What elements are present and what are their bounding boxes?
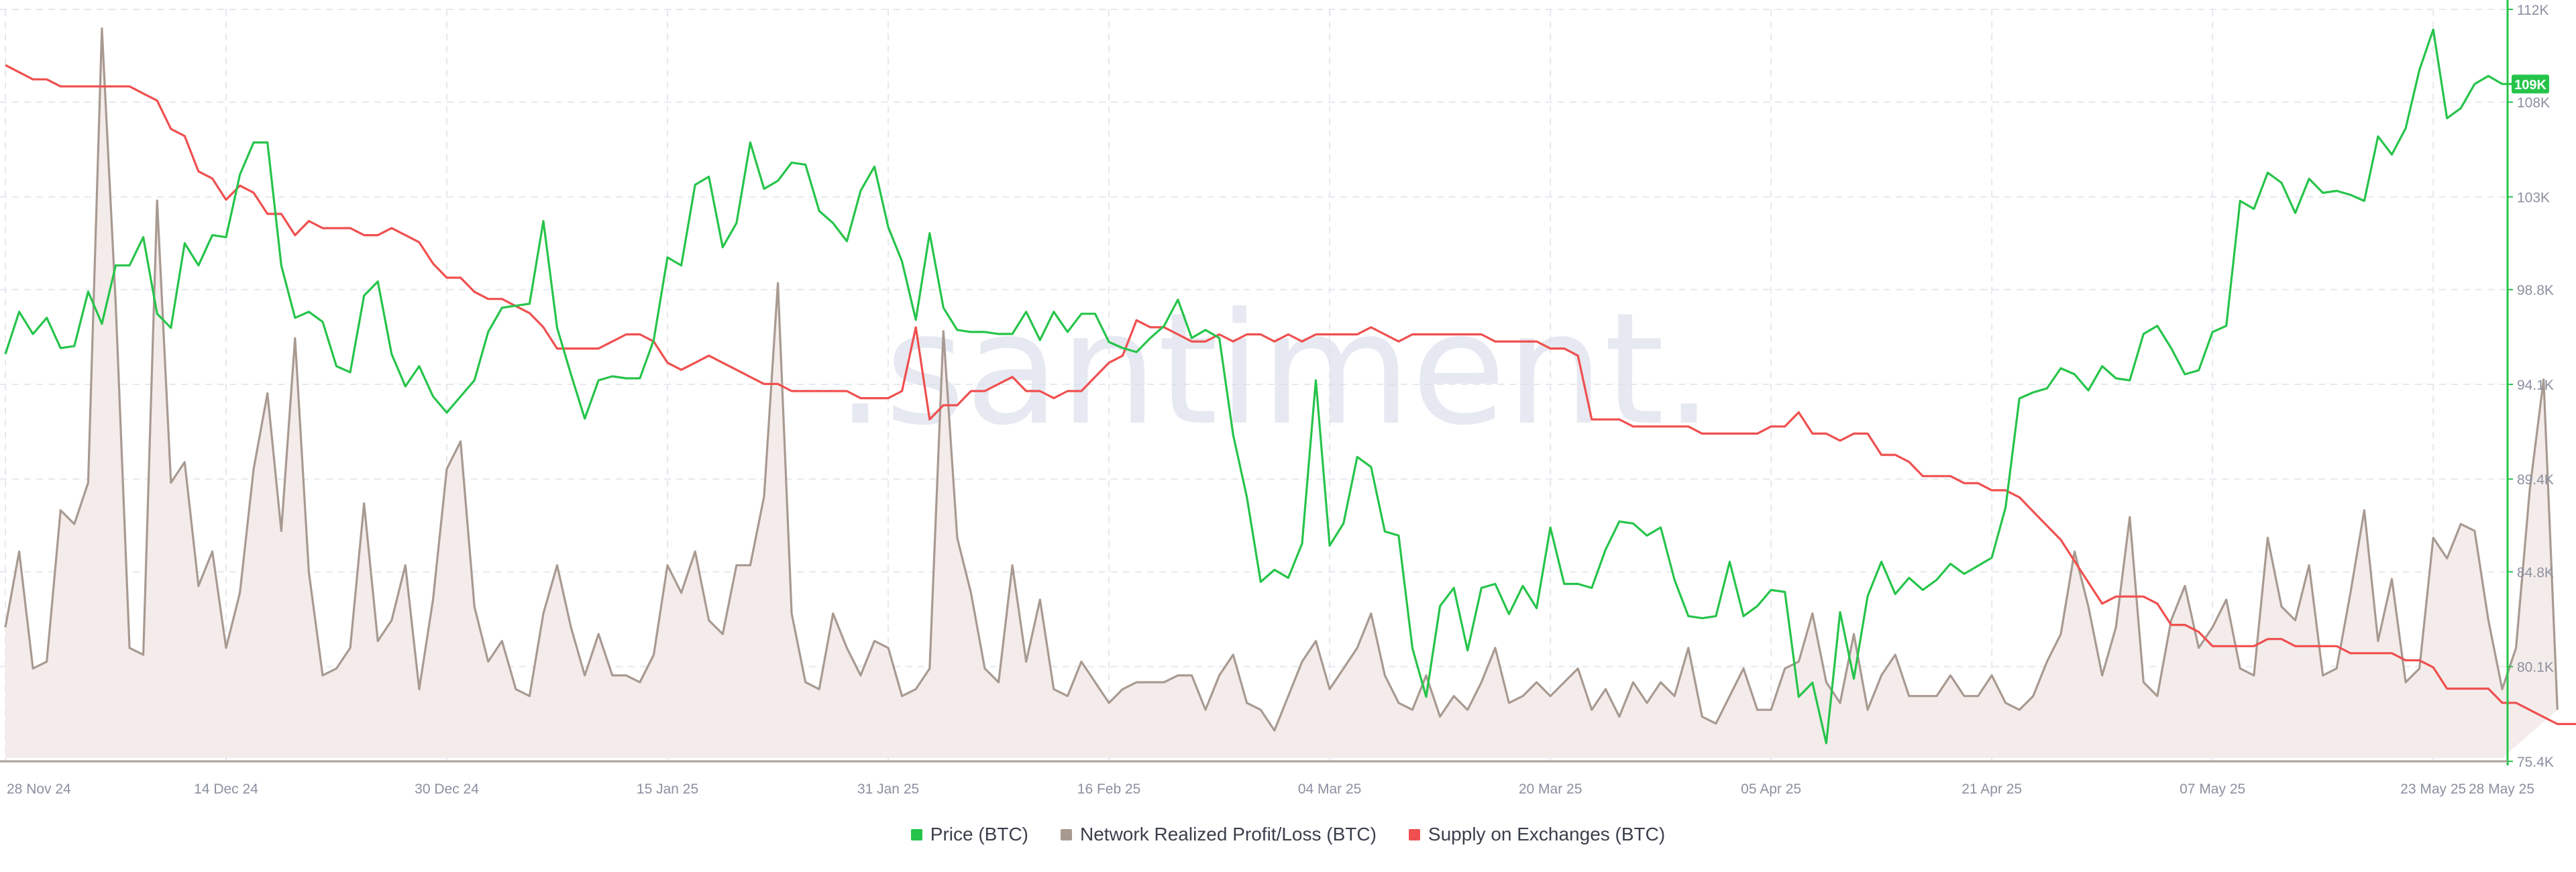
- watermark-logo: .santiment.: [836, 280, 1713, 459]
- legend-item-supply-on-exchanges[interactable]: Supply on Exchanges (BTC): [1408, 824, 1666, 845]
- y-tick-label: 103K: [2517, 190, 2550, 205]
- x-tick-label: 04 Mar 25: [1298, 781, 1362, 797]
- series-line-price: [4, 28, 2516, 745]
- series-area-network-realized-pl: [5, 28, 2558, 758]
- x-axis-ticks: 28 Nov 24 14 Dec 24 30 Dec 24 15 Jan 25 31 J…: [7, 781, 2534, 797]
- legend-swatch-network-realized-pl: [1061, 828, 1073, 840]
- x-tick-label: 15 Jan 25: [637, 781, 698, 797]
- legend-item-price[interactable]: Price (BTC): [910, 824, 1029, 845]
- series-supply-on-exchanges: [5, 64, 2576, 725]
- x-tick-label: 28 May 25: [2469, 781, 2534, 797]
- x-tick-label: 07 May 25: [2180, 781, 2245, 797]
- legend-label-price: Price (BTC): [930, 824, 1029, 844]
- legend-swatch-supply-on-exchanges: [1408, 828, 1420, 840]
- y-tick-label: 108K: [2517, 95, 2550, 111]
- legend: Price (BTC) Network Realized Profit/Loss…: [0, 824, 2576, 845]
- x-tick-label: 21 Apr 25: [1962, 781, 2022, 797]
- series-line-supply-on-exchanges: [5, 64, 2576, 725]
- y-tick-label: 89.4K: [2517, 472, 2554, 488]
- series-line-network-realized-pl: [4, 27, 2559, 732]
- x-tick-label: 31 Jan 25: [857, 781, 919, 797]
- x-tick-label: 23 May 25: [2400, 781, 2466, 797]
- x-tick-label: 20 Mar 25: [1519, 781, 1582, 797]
- x-tick-label: 05 Apr 25: [1741, 781, 1801, 797]
- y-tick-label: 98.8K: [2517, 283, 2554, 298]
- x-tick-label: 14 Dec 24: [194, 781, 258, 797]
- y-axis-ticks: 75.4K 80.1K 84.8K 89.4K 94.1K 98.8K 103K 108K 11…: [2508, 3, 2554, 770]
- y-tick-label: 112K: [2517, 3, 2549, 18]
- y-tick-label: 75.4K: [2517, 755, 2554, 770]
- axes: [0, 0, 2509, 765]
- series-network-realized-pl: [4, 27, 2559, 758]
- legend-label-network-realized-pl: Network Realized Profit/Loss (BTC): [1080, 824, 1377, 844]
- y-tick-label: 80.1K: [2517, 660, 2554, 675]
- legend-item-network-realized-pl[interactable]: Network Realized Profit/Loss (BTC): [1061, 824, 1377, 845]
- current-price-badge-bg: [2512, 74, 2549, 94]
- y-tick-label: 94.1K: [2517, 378, 2554, 393]
- legend-swatch-price: [910, 828, 922, 840]
- series-price: [4, 28, 2516, 745]
- x-tick-label: 30 Dec 24: [415, 781, 479, 797]
- current-price-badge: 109K: [2512, 74, 2549, 94]
- y-tick-label: 84.8K: [2517, 565, 2554, 580]
- legend-label-supply-on-exchanges: Supply on Exchanges (BTC): [1428, 824, 1666, 844]
- x-tick-label: 16 Feb 25: [1077, 781, 1141, 797]
- x-tick-label: 28 Nov 24: [7, 781, 71, 797]
- current-price-badge-label: 109K: [2514, 78, 2546, 93]
